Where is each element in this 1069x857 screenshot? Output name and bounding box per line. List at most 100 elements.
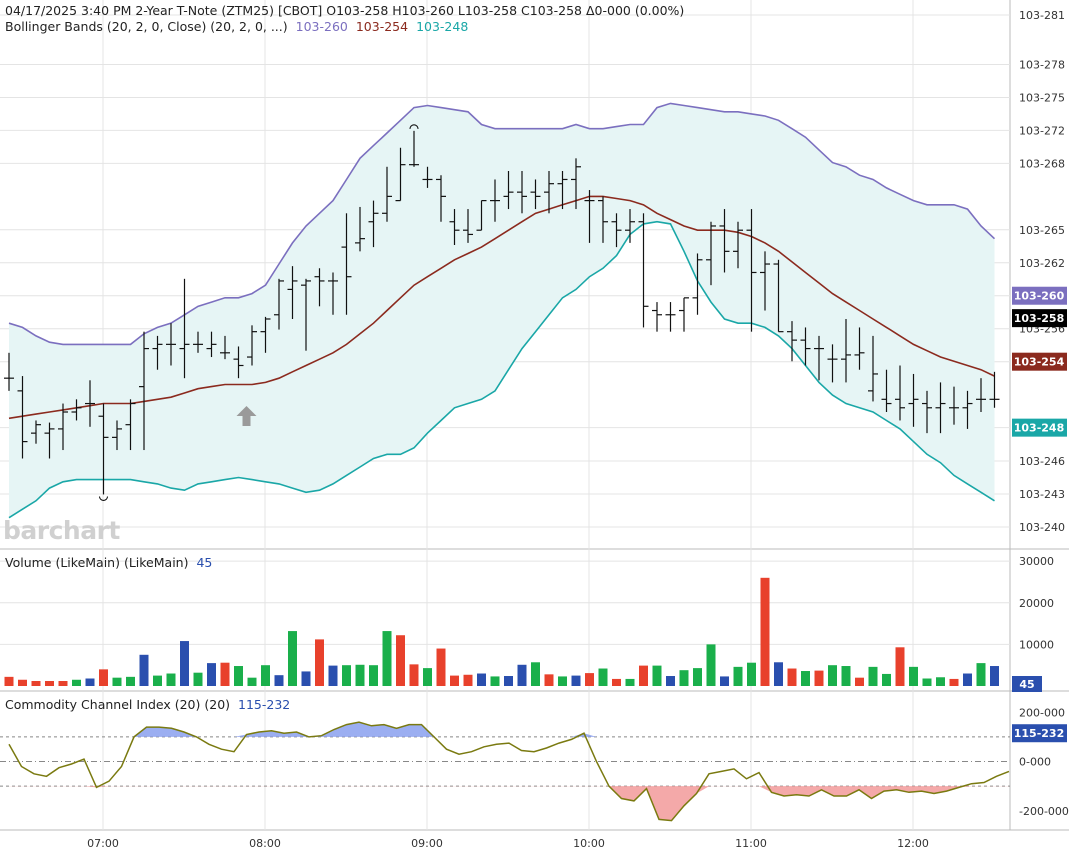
ohlc-bar — [206, 331, 217, 358]
volume-bar — [544, 674, 554, 686]
ohlc-bar — [544, 171, 554, 214]
volume-bar — [180, 641, 189, 686]
ohlc-bar — [85, 380, 95, 427]
ohlc-bar — [112, 420, 122, 451]
ohlc-bar — [733, 221, 743, 269]
price-axis-tick-label: 103-278 — [1019, 58, 1065, 71]
ohlc-bar — [854, 327, 865, 370]
ohlc-bar — [98, 403, 109, 495]
ohlc-bar — [989, 371, 1000, 408]
volume-axis-tick-label: 10000 — [1019, 638, 1054, 651]
volume-bar — [382, 631, 392, 686]
volume-bar — [315, 639, 324, 686]
session-high-marker — [409, 124, 419, 129]
volume-bar — [895, 647, 905, 686]
cci-layer — [0, 721, 1010, 822]
volume-bar — [369, 665, 378, 686]
ohlc-bar — [125, 399, 136, 451]
volume-bar — [423, 668, 432, 686]
ohlc-bar — [220, 335, 230, 360]
volume-bar — [274, 675, 284, 686]
volume-bar — [585, 673, 594, 686]
ohlc-bar — [679, 297, 689, 332]
volume-bar — [409, 664, 419, 686]
volume-legend: Volume (LikeMain) (LikeMain) 45 — [5, 555, 212, 570]
volume-bar — [693, 668, 702, 686]
price-badge-upper — [1012, 286, 1067, 305]
volume-bar — [31, 681, 41, 686]
ohlc-bar — [571, 158, 581, 210]
ohlc-bar — [841, 318, 851, 383]
bollinger-legend: Bollinger Bands (20, 2, 0, Close) (20, 2… — [5, 19, 468, 34]
bollinger-legend-mid: 103-254 — [356, 19, 408, 34]
ohlc-bar — [908, 373, 919, 427]
cci-overbought-fill — [9, 722, 1009, 737]
volume-last-badge-label: 45 — [1019, 678, 1034, 691]
time-axis-tick-label: 09:00 — [411, 837, 443, 850]
price-badge-lower — [1012, 418, 1067, 437]
volume-bar — [139, 654, 149, 686]
volume-bar — [85, 678, 95, 686]
volume-bar — [598, 668, 608, 686]
ohlc-bar — [301, 278, 311, 351]
volume-bar — [774, 662, 783, 686]
volume-bar — [45, 681, 54, 686]
volume-bar — [490, 676, 500, 686]
ohlc-bar — [787, 321, 797, 362]
volume-bar — [477, 673, 486, 686]
cci-line — [8, 721, 1010, 822]
ohlc-bar — [490, 179, 500, 222]
ohlc-bar — [665, 302, 676, 332]
ohlc-bar — [449, 209, 460, 245]
volume-bar — [99, 669, 108, 686]
volume-bar — [342, 665, 351, 686]
price-badges-layer: 103-260 103-258 103-254 103-248 45 115-232 — [1012, 286, 1067, 743]
ohlc-bar — [247, 325, 257, 366]
cci-axis-tick-label: 0-000 — [1019, 756, 1051, 769]
volume-bar — [841, 666, 851, 686]
ohlc-bar — [503, 171, 514, 210]
ohlc-bar — [287, 266, 298, 319]
volume-bar — [18, 679, 27, 686]
up-arrow-annotation-icon — [236, 406, 257, 427]
volume-bar — [517, 664, 527, 686]
volume-bar — [261, 665, 270, 686]
ohlc-bar — [31, 420, 41, 444]
ohlc-bar — [368, 200, 379, 248]
ohlc-bar — [719, 209, 730, 273]
price-axis-tick-label: 103-281 — [1019, 9, 1065, 22]
ohlc-bar — [652, 302, 662, 332]
ohlc-bar — [517, 171, 527, 214]
ohlc-bar — [44, 422, 55, 459]
volume-bar — [990, 666, 999, 686]
volume-bar — [760, 577, 770, 686]
ohlc-bar — [382, 166, 392, 222]
ohlc-bar — [476, 200, 487, 231]
price-axis-tick-label: 103-272 — [1019, 124, 1065, 137]
ohlc-bar — [868, 335, 878, 402]
volume-bar — [801, 671, 810, 686]
ohlc-bar — [422, 166, 433, 188]
ohlc-bar — [233, 346, 244, 379]
volume-bar — [328, 665, 338, 686]
price-badge-label: 103-254 — [1014, 356, 1065, 369]
ohlc-bar — [962, 390, 973, 429]
ohlc-bars-layer — [4, 124, 1000, 501]
cci-axis-tick-label: 200-000 — [1019, 706, 1065, 719]
volume-bar — [72, 679, 81, 686]
volume-bar — [558, 676, 567, 686]
ohlc-bar — [436, 175, 446, 222]
volume-bar — [639, 665, 648, 686]
time-axis-tick-label: 07:00 — [87, 837, 119, 850]
ohlc-bar — [179, 278, 190, 379]
volume-bar — [436, 648, 446, 686]
ohlc-bar — [58, 403, 68, 451]
ohlc-bar — [355, 206, 365, 252]
volume-title: Volume (LikeMain) (LikeMain) — [5, 555, 188, 570]
volume-bar — [504, 676, 513, 686]
volume-bar — [679, 670, 689, 686]
cci-title: Commodity Channel Index (20) (20) — [5, 697, 230, 712]
volume-bar — [247, 677, 257, 686]
volume-bar — [706, 644, 716, 686]
